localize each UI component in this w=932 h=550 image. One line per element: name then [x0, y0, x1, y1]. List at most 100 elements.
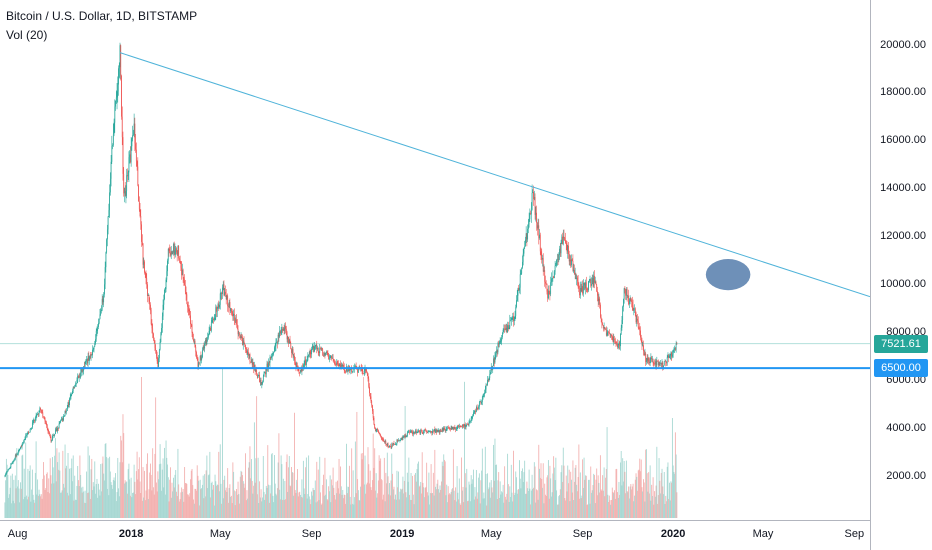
candle-body: [204, 339, 206, 344]
candle-body: [393, 443, 395, 445]
price-chart[interactable]: [0, 0, 871, 520]
volume-bar: [620, 450, 622, 518]
candle-body: [508, 327, 510, 330]
trendline: [119, 52, 871, 298]
chart-area[interactable]: Bitcoin / U.S. Dollar, 1D, BITSTAMP Vol …: [0, 0, 871, 520]
volume-bar: [285, 461, 287, 518]
volume-bar: [178, 484, 180, 518]
volume-bar: [208, 474, 210, 518]
volume-bar: [352, 470, 354, 518]
volume-bar: [240, 470, 242, 518]
time-axis-label: 2020: [660, 528, 686, 540]
candle-body: [369, 386, 370, 394]
volume-bar: [141, 376, 142, 518]
candle-body: [154, 340, 156, 348]
volume-bar: [170, 467, 171, 518]
candle-body: [544, 270, 546, 282]
volume-bar: [158, 479, 160, 518]
volume-bar: [199, 479, 201, 518]
candle-body: [285, 328, 287, 333]
volume-bar: [86, 471, 88, 518]
candle-body: [519, 274, 521, 288]
price-axis[interactable]: 20000.00 18000.00 16000.00 14000.00 12000.00…: [870, 0, 932, 550]
candle-body: [116, 91, 118, 98]
volume-bar: [557, 504, 559, 518]
candle-body: [370, 396, 372, 402]
volume-bar: [606, 427, 608, 518]
candle-body: [363, 373, 364, 374]
candle-body: [225, 293, 227, 300]
volume-bar: [591, 490, 593, 518]
volume-bar: [194, 488, 196, 518]
volume-bar: [162, 458, 164, 518]
volume-bar: [191, 468, 193, 518]
volume-bar: [315, 502, 317, 518]
volume-bar: [170, 497, 172, 518]
time-axis[interactable]: Aug 2018 May Sep 2019 May Sep 2020 May Sep: [0, 520, 870, 550]
volume-bar: [78, 486, 80, 518]
candle-body: [262, 381, 263, 384]
volume-bar: [585, 475, 586, 518]
volume-indicator-label: Vol (20): [6, 28, 48, 42]
candle-body: [86, 359, 88, 364]
candle-body: [478, 402, 480, 407]
candle-body: [80, 372, 82, 378]
candle-body: [233, 313, 234, 316]
candle-body: [386, 443, 388, 445]
candle-body: [287, 337, 289, 340]
volume-bar: [116, 492, 118, 518]
candle-body: [363, 370, 365, 374]
volume-bar: [536, 489, 537, 518]
volume-bar: [435, 489, 437, 518]
volume-bar: [308, 496, 310, 518]
volume-bar: [320, 492, 321, 518]
volume-bar: [442, 465, 444, 518]
candle-body: [474, 410, 476, 412]
candle-body: [676, 343, 678, 345]
candle-body: [180, 261, 182, 268]
volume-bar: [438, 489, 439, 518]
candle-body: [668, 355, 670, 358]
candle-body: [106, 229, 108, 240]
volume-bar: [151, 490, 153, 518]
volume-bar: [671, 418, 673, 518]
candle-body: [67, 402, 69, 408]
volume-bar: [659, 480, 661, 518]
candle-body: [294, 355, 295, 361]
volume-bar: [361, 459, 363, 518]
volume-bar: [617, 492, 618, 518]
volume-bar: [446, 502, 448, 518]
volume-bar: [509, 486, 511, 518]
volume-bar: [149, 463, 151, 518]
candle-body: [89, 356, 91, 358]
candle-body: [93, 346, 95, 350]
candle-body: [313, 345, 315, 352]
candle-body: [545, 283, 547, 285]
candle-body: [40, 410, 42, 412]
candle-body: [37, 413, 38, 415]
volume-bar: [494, 438, 496, 518]
volume-bar: [578, 444, 580, 518]
candle-body: [182, 269, 184, 279]
volume-bar: [81, 492, 83, 518]
candle-body: [405, 435, 407, 438]
volume-bar: [297, 469, 298, 518]
candle-body: [308, 354, 309, 357]
volume-bar: [528, 469, 530, 518]
candle-body: [132, 134, 134, 136]
candle-body: [104, 284, 105, 295]
volume-bar: [519, 460, 520, 518]
volume-bar: [520, 488, 522, 518]
candle-body: [416, 432, 418, 433]
candle-body: [438, 430, 439, 432]
candle-body: [530, 209, 532, 215]
volume-bar: [227, 502, 229, 518]
volume-bar: [165, 440, 167, 518]
candle-body: [78, 375, 79, 379]
volume-bar: [247, 498, 249, 518]
candle-body: [372, 405, 373, 412]
volume-bar: [128, 463, 130, 518]
candle-body: [595, 281, 597, 285]
volume-bar: [130, 477, 132, 518]
volume-bar: [382, 499, 384, 518]
